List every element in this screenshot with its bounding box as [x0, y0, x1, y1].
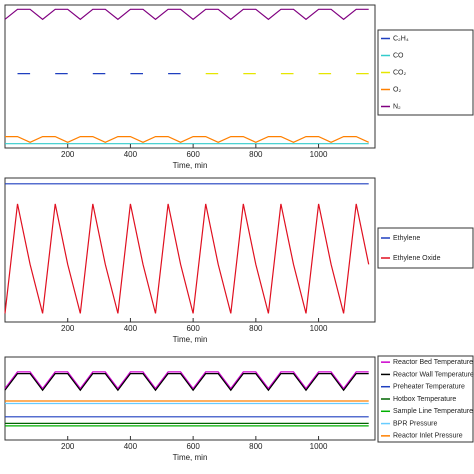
- x-tick-label: 600: [186, 324, 200, 333]
- x-tick-label: 200: [61, 442, 75, 451]
- legend-label: Reactor Inlet Pressure: [393, 433, 463, 440]
- x-tick-label: 1000: [310, 324, 328, 333]
- legend-label: Ethylene Oxide: [393, 255, 441, 262]
- x-tick-label: 400: [124, 324, 138, 333]
- legend-label: Reactor Bed Temperature: [393, 359, 473, 366]
- x-tick-label: 200: [61, 150, 75, 159]
- legend-label: Preheater Temperature: [393, 384, 465, 391]
- legend-label: C₂H₄: [393, 35, 409, 42]
- x-tick-label: 400: [124, 150, 138, 159]
- legend-box: [377, 227, 474, 269]
- x-axis-label: Time, min: [173, 335, 208, 344]
- legend: C₂H₄ CO CO₂ O₂ N₂: [377, 29, 474, 116]
- series-line: [4, 371, 369, 390]
- legend-box: [377, 29, 474, 116]
- x-axis-label: Time, min: [173, 453, 208, 462]
- x-tick-label: 200: [61, 324, 75, 333]
- x-tick-label: 1000: [310, 442, 328, 451]
- legend-label: CO₂: [393, 69, 407, 76]
- legend-label: BPR Pressure: [393, 420, 437, 427]
- series-line: [5, 136, 369, 143]
- legend-label: Sample Line Temperature: [393, 408, 473, 415]
- series-line: [4, 203, 370, 314]
- legend-label: Reactor Wall Temperature: [393, 371, 474, 378]
- x-tick-label: 600: [186, 442, 200, 451]
- legend-label: CO: [393, 52, 404, 59]
- legend-label: Ethylene: [393, 235, 420, 242]
- legend: Reactor Bed Temperature Reactor Wall Temp…: [377, 355, 474, 443]
- legend-label: Hotbox Temperature: [393, 396, 456, 403]
- series-line: [4, 373, 369, 392]
- plot-area: [4, 356, 376, 441]
- series-line: [4, 8, 369, 21]
- legend: Ethylene Ethylene Oxide: [377, 227, 474, 269]
- x-tick-label: 400: [124, 442, 138, 451]
- plot-area: [4, 4, 376, 149]
- legend-label: O₂: [393, 86, 401, 93]
- legend-label: N₂: [393, 103, 401, 110]
- x-tick-label: 800: [249, 324, 263, 333]
- legend-box: [377, 355, 474, 443]
- x-tick-label: 1000: [310, 150, 328, 159]
- x-tick-label: 800: [249, 442, 263, 451]
- x-axis-label: Time, min: [173, 161, 208, 170]
- x-tick-label: 800: [249, 150, 263, 159]
- x-tick-label: 600: [186, 150, 200, 159]
